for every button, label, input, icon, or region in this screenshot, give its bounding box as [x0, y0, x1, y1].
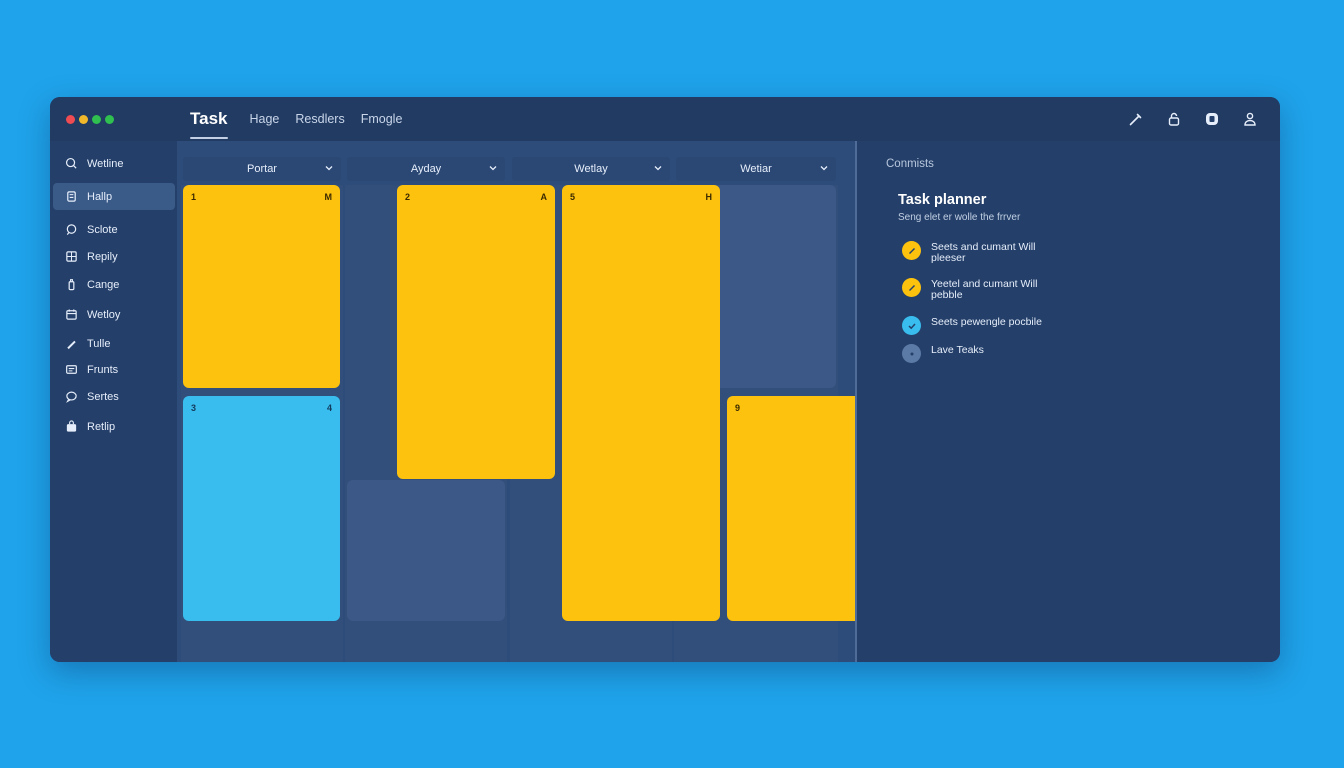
card-icon — [66, 365, 77, 374]
column-header-ayday[interactable]: Ayday — [347, 157, 505, 181]
card-number: 1 — [191, 192, 197, 202]
chat-icon — [65, 157, 77, 169]
tab-fmogle[interactable]: Fmogle — [360, 112, 403, 126]
chevron-down-icon[interactable] — [818, 162, 830, 174]
card-tag: A — [540, 192, 548, 202]
task-card[interactable]: 5 H — [562, 185, 720, 621]
sidebar-item-wetloy[interactable]: Wetloy — [53, 301, 175, 328]
sidebar-item-label: Frunts — [87, 363, 119, 376]
minimize-window-dot[interactable] — [79, 115, 88, 124]
column-header-wetiar[interactable]: Wetiar — [676, 157, 836, 181]
card-number: 5 — [570, 192, 576, 202]
copy-icon — [67, 191, 76, 202]
dot-icon[interactable] — [902, 344, 921, 363]
checklist-item[interactable]: Lave Teaks — [902, 344, 1061, 363]
panel-title: Task planner — [898, 192, 987, 208]
sidebar-item-label: Wetline — [87, 157, 124, 170]
sidebar-item-label: Wetloy — [87, 308, 121, 321]
checklist-item-text: Lave Teaks — [931, 344, 984, 356]
bubble-icon — [66, 391, 77, 403]
user-icon[interactable] — [1240, 109, 1260, 129]
sidebar-item-label: Hallp — [87, 190, 113, 203]
kanban-board: Portar Ayday Wetlay Wetiar 1 M 3 — [177, 141, 885, 662]
sidebar-item-label: Sclote — [87, 223, 118, 236]
empty-card-slot[interactable] — [347, 480, 505, 621]
panel-divider[interactable] — [855, 141, 857, 662]
tab-task[interactable]: Task — [190, 97, 228, 141]
panel-subtitle: Seng elet er wolle the frrver — [898, 212, 1021, 223]
extra-window-dot[interactable] — [105, 115, 114, 124]
tab-resdlers[interactable]: Resdlers — [295, 112, 345, 126]
sidebar-item-hallp[interactable]: Hallp — [53, 183, 175, 210]
checklist-item[interactable]: Seets pewengle pocbile — [902, 316, 1061, 335]
pencil-icon[interactable] — [902, 241, 921, 260]
card-number: 9 — [735, 403, 741, 413]
lock-icon[interactable] — [1164, 109, 1184, 129]
calendar-icon — [66, 309, 77, 320]
pen-icon[interactable] — [1126, 109, 1146, 129]
chevron-down-icon[interactable] — [487, 162, 499, 174]
title-bar: Task Hage Resdlers Fmogle — [50, 97, 1280, 141]
window-controls — [66, 115, 114, 124]
badge-icon[interactable] — [1202, 109, 1222, 129]
card-tag: M — [324, 192, 333, 202]
task-card[interactable]: 1 M — [183, 185, 340, 388]
checklist-item-text: Yeetel and cumant Will pebble — [931, 278, 1038, 301]
checklist-item-text: Seets pewengle pocbile — [931, 316, 1042, 328]
pencil-icon — [67, 340, 76, 350]
details-panel: Conmists Task planner Seng elet er wolle… — [857, 141, 1280, 662]
bottle-icon — [68, 279, 75, 291]
tab-bar: Task Hage Resdlers Fmogle — [190, 97, 418, 141]
sidebar-item-sclote[interactable]: Sclote — [53, 216, 175, 243]
checklist-item[interactable]: Seets and cumant Will pleeser — [902, 241, 1061, 264]
sidebar-item-label: Repily — [87, 250, 118, 263]
card-tag: 4 — [326, 403, 332, 413]
card-tag: H — [705, 192, 713, 202]
column-header-wetlay[interactable]: Wetlay — [512, 157, 670, 181]
sidebar-item-wetline[interactable]: Wetline — [53, 150, 175, 177]
sidebar-item-sertes[interactable]: Sertes — [53, 383, 175, 410]
zoom-window-dot[interactable] — [92, 115, 101, 124]
card-number: 3 — [191, 403, 197, 413]
bag-icon — [66, 420, 77, 432]
checklist-item-text: Seets and cumant Will pleeser — [931, 241, 1036, 264]
sidebar: Wetline Hallp Sclote Repily Cange Wetloy… — [50, 141, 177, 662]
sidebar-item-label: Cange — [87, 278, 120, 291]
sidebar-item-label: Tulle — [87, 337, 111, 350]
check-icon[interactable] — [902, 316, 921, 335]
task-card[interactable]: 3 4 — [183, 396, 340, 621]
tab-hage[interactable]: Hage — [249, 112, 280, 126]
sidebar-item-retlip[interactable]: Retlip — [53, 413, 175, 440]
panel-heading: Conmists — [886, 158, 934, 170]
column-title: Wetiar — [740, 163, 772, 175]
sidebar-item-label: Retlip — [87, 420, 116, 433]
comment-icon — [66, 224, 77, 235]
checklist-item[interactable]: Yeetel and cumant Will pebble — [902, 278, 1061, 301]
sidebar-item-label: Sertes — [87, 390, 119, 403]
sidebar-item-frunts[interactable]: Frunts — [53, 356, 175, 383]
column-title: Ayday — [410, 163, 442, 175]
pencil-icon[interactable] — [902, 278, 921, 297]
app-window: Task Hage Resdlers Fmogle Wetline — [50, 97, 1280, 662]
grid-icon — [66, 251, 77, 262]
close-window-dot[interactable] — [66, 115, 75, 124]
sidebar-item-cange[interactable]: Cange — [53, 271, 175, 298]
chevron-down-icon[interactable] — [323, 162, 335, 174]
card-number: 2 — [405, 192, 411, 202]
task-card[interactable]: 2 A — [397, 185, 555, 479]
column-header-portar[interactable]: Portar — [183, 157, 341, 181]
column-title: Wetlay — [574, 163, 608, 175]
sidebar-item-repily[interactable]: Repily — [53, 243, 175, 270]
sidebar-item-tulle[interactable]: Tulle — [53, 330, 175, 357]
toolbar — [1126, 109, 1260, 129]
column-title: Portar — [247, 163, 277, 175]
chevron-down-icon[interactable] — [652, 162, 664, 174]
